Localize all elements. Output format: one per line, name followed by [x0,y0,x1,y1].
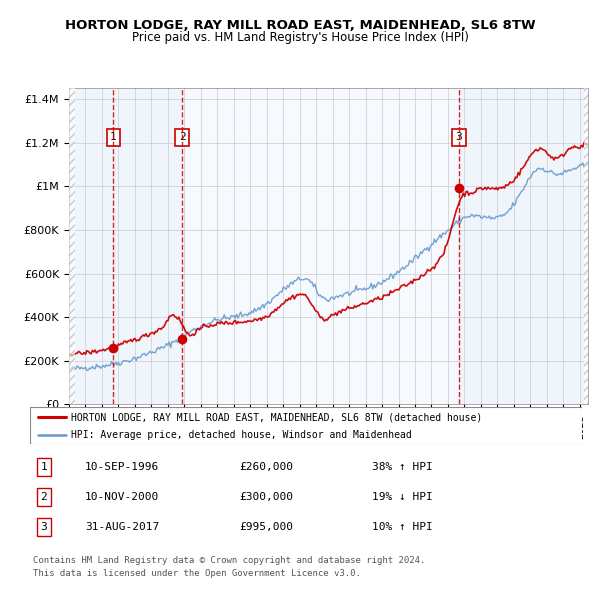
Bar [584,88,590,404]
FancyBboxPatch shape [30,407,582,444]
Text: 38% ↑ HPI: 38% ↑ HPI [372,462,433,471]
Text: 31-AUG-2017: 31-AUG-2017 [85,522,160,532]
Bar [182,88,459,404]
Text: £260,000: £260,000 [240,462,294,471]
Text: 19% ↓ HPI: 19% ↓ HPI [372,492,433,502]
Text: 3: 3 [455,132,463,142]
Text: 2: 2 [179,132,185,142]
Text: Contains HM Land Registry data © Crown copyright and database right 2024.: Contains HM Land Registry data © Crown c… [33,556,425,565]
Text: 10-NOV-2000: 10-NOV-2000 [85,492,160,502]
Bar [459,88,588,404]
Bar [113,88,182,404]
Text: 1: 1 [40,462,47,471]
Text: HORTON LODGE, RAY MILL ROAD EAST, MAIDENHEAD, SL6 8TW: HORTON LODGE, RAY MILL ROAD EAST, MAIDEN… [65,19,535,32]
Text: 1: 1 [110,132,116,142]
Text: This data is licensed under the Open Government Licence v3.0.: This data is licensed under the Open Gov… [33,569,361,578]
Bar [69,88,113,404]
Text: HPI: Average price, detached house, Windsor and Maidenhead: HPI: Average price, detached house, Wind… [71,430,412,440]
Text: Price paid vs. HM Land Registry's House Price Index (HPI): Price paid vs. HM Land Registry's House … [131,31,469,44]
Text: 10-SEP-1996: 10-SEP-1996 [85,462,160,471]
Text: 2: 2 [40,492,47,502]
Text: HORTON LODGE, RAY MILL ROAD EAST, MAIDENHEAD, SL6 8TW (detached house): HORTON LODGE, RAY MILL ROAD EAST, MAIDEN… [71,412,482,422]
Text: 10% ↑ HPI: 10% ↑ HPI [372,522,433,532]
Text: £300,000: £300,000 [240,492,294,502]
Text: 3: 3 [40,522,47,532]
Text: £995,000: £995,000 [240,522,294,532]
Bar [69,88,75,404]
